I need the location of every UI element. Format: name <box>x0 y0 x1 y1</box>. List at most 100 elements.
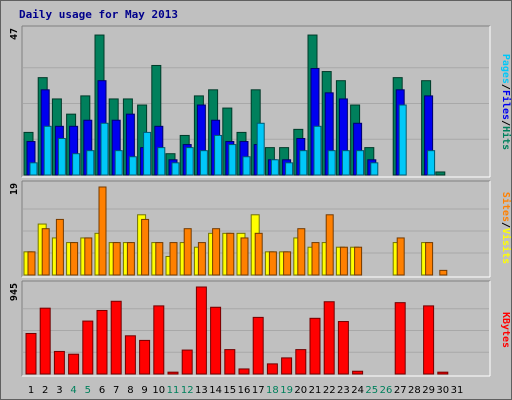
x-label-day-15: 15 <box>223 385 236 396</box>
bar-sites-day-24 <box>354 246 363 276</box>
bar-kbytes-day-16 <box>238 368 250 375</box>
bar-kbytes-day-30 <box>437 371 449 375</box>
bar-kbytes-day-7 <box>110 300 122 375</box>
bar-pages-day-3 <box>57 137 66 176</box>
x-label-day-6: 6 <box>99 385 105 396</box>
bar-sites-day-16 <box>240 237 249 276</box>
x-label-day-31: 31 <box>451 385 464 396</box>
bar-pages-day-18 <box>270 159 279 176</box>
bar-pages-day-15 <box>228 144 237 176</box>
legend-pages: Pages <box>500 54 511 84</box>
bar-sites-day-3 <box>55 218 64 276</box>
bar-kbytes-day-23 <box>337 321 349 375</box>
bar-sites-day-15 <box>226 232 235 276</box>
bar-pages-day-24 <box>356 150 365 176</box>
bar-pages-day-11 <box>171 162 180 176</box>
legend-visits-sites: Sites/Visits <box>500 192 512 264</box>
bar-hits-day-30 <box>435 171 446 176</box>
bar-kbytes-day-13 <box>195 286 207 375</box>
bar-pages-day-17 <box>256 122 265 176</box>
x-label-day-14: 14 <box>209 385 222 396</box>
bar-pages-day-20 <box>299 150 308 176</box>
bar-kbytes-day-4 <box>68 353 80 375</box>
x-label-day-11: 11 <box>167 385 180 396</box>
bar-pages-day-6 <box>100 122 109 176</box>
bar-pages-day-2 <box>43 125 52 176</box>
bar-pages-day-23 <box>341 150 350 176</box>
bar-sites-day-4 <box>70 242 79 276</box>
bar-kbytes-day-10 <box>153 305 165 375</box>
bar-kbytes-day-22 <box>323 301 335 375</box>
bar-pages-day-12 <box>185 147 194 176</box>
bar-kbytes-day-21 <box>309 317 321 375</box>
bar-kbytes-day-27 <box>394 302 406 375</box>
bar-kbytes-day-9 <box>139 339 151 375</box>
bar-sites-day-30 <box>439 269 448 276</box>
bar-sites-day-7 <box>112 242 121 276</box>
bar-sites-day-12 <box>183 228 192 276</box>
bar-kbytes-day-24 <box>352 370 364 375</box>
bar-pages-day-1 <box>29 162 38 176</box>
x-label-day-20: 20 <box>294 385 307 396</box>
bar-pages-day-7 <box>114 150 123 176</box>
x-label-day-26: 26 <box>380 385 393 396</box>
x-label-day-25: 25 <box>365 385 378 396</box>
bar-pages-day-4 <box>72 153 81 176</box>
x-label-day-19: 19 <box>280 385 293 396</box>
bar-sites-day-29 <box>425 242 434 276</box>
bar-pages-day-14 <box>214 134 223 176</box>
bar-sites-day-8 <box>126 242 135 276</box>
bar-pages-day-25 <box>370 162 379 176</box>
bar-sites-day-22 <box>325 214 334 276</box>
x-label-day-27: 27 <box>394 385 407 396</box>
bar-pages-day-16 <box>242 156 251 176</box>
x-label-day-1: 1 <box>28 385 34 396</box>
bar-sites-day-11 <box>169 242 178 276</box>
bar-sites-day-18 <box>268 251 277 276</box>
x-label-day-23: 23 <box>337 385 350 396</box>
x-label-day-7: 7 <box>113 385 119 396</box>
bar-pages-day-29 <box>427 150 436 176</box>
bar-kbytes-day-11 <box>167 371 179 375</box>
bar-kbytes-day-15 <box>224 349 236 375</box>
bar-kbytes-day-6 <box>96 309 108 375</box>
x-label-day-13: 13 <box>195 385 208 396</box>
x-label-day-24: 24 <box>351 385 364 396</box>
x-label-day-12: 12 <box>181 385 194 396</box>
x-label-day-28: 28 <box>408 385 421 396</box>
y-max-label-hits-files-pages: 47 <box>9 28 20 40</box>
bar-pages-day-9 <box>143 131 152 176</box>
legend-files: Files <box>500 90 512 120</box>
bar-pages-day-5 <box>86 150 95 176</box>
bar-sites-day-14 <box>212 228 221 276</box>
legend-hits: Hits <box>500 126 512 150</box>
bar-pages-day-22 <box>327 150 336 176</box>
bar-sites-day-19 <box>283 251 292 276</box>
x-label-day-30: 30 <box>436 385 449 396</box>
bar-pages-day-19 <box>285 162 294 176</box>
bar-pages-day-8 <box>128 156 137 176</box>
legend-kbytes: KBytes <box>500 312 511 348</box>
x-label-day-29: 29 <box>422 385 435 396</box>
x-label-day-4: 4 <box>70 385 76 396</box>
legend-hits-files-pages: Pages/Files/Hits <box>500 54 512 150</box>
bar-kbytes-day-3 <box>53 350 65 375</box>
bar-kbytes-day-19 <box>281 357 293 375</box>
bar-kbytes-day-18 <box>266 363 278 375</box>
bar-kbytes-day-5 <box>82 320 94 375</box>
bar-sites-day-20 <box>297 228 306 276</box>
legend-visits: Visits <box>500 228 512 264</box>
bar-sites-day-13 <box>197 242 206 276</box>
bar-pages-day-21 <box>313 125 322 176</box>
bar-pages-day-13 <box>199 150 208 176</box>
bar-sites-day-1 <box>27 251 36 276</box>
bar-sites-day-2 <box>41 228 50 276</box>
bar-sites-day-9 <box>141 218 150 276</box>
x-label-day-16: 16 <box>238 385 251 396</box>
x-label-day-3: 3 <box>56 385 62 396</box>
x-label-day-18: 18 <box>266 385 279 396</box>
legend-kbytes: KBytes <box>500 312 511 348</box>
x-label-day-17: 17 <box>252 385 265 396</box>
bar-pages-day-10 <box>157 147 166 176</box>
bar-sites-day-5 <box>84 237 93 276</box>
